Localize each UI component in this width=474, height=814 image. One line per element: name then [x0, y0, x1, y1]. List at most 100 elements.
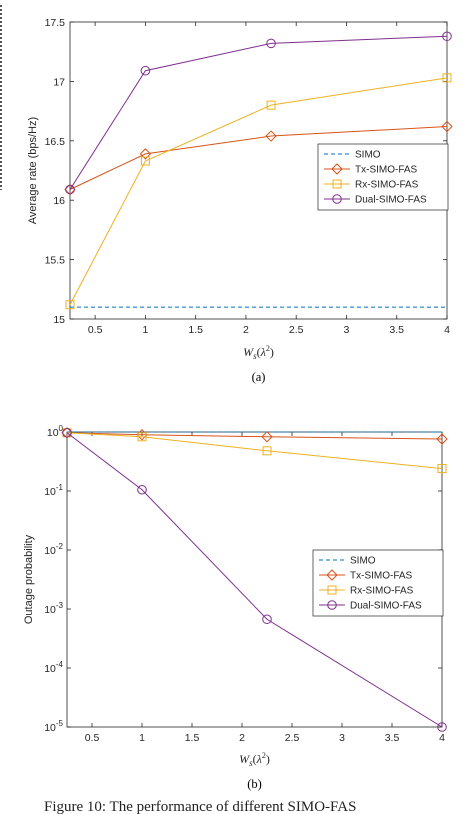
y-tick-label: 10-3 — [44, 601, 63, 616]
x-tick-label: 0.5 — [88, 324, 103, 336]
legend: SIMO Tx-SIMO-FAS Rx-SIMO-FAS Dual-SIMO-FAS — [317, 143, 449, 211]
subfigure-label: (b) — [247, 777, 262, 791]
data-point — [139, 148, 152, 160]
data-point — [140, 65, 151, 76]
x-tick-label: 0.5 — [85, 732, 100, 744]
data-point — [437, 722, 447, 732]
x-tick-label: 3.5 — [389, 324, 404, 336]
data-point — [442, 31, 452, 42]
xlabel-sub: s — [253, 351, 257, 361]
series-line — [66, 432, 443, 728]
legend-entry: Rx-SIMO-FAS — [355, 180, 419, 191]
series-tx-simo-fas — [64, 120, 453, 196]
series-rx-simo-fas — [65, 73, 452, 310]
y-tick-base: 10 — [44, 604, 56, 616]
x-tick-label: 3 — [344, 324, 350, 336]
legend-marker — [327, 600, 337, 610]
y-tick-exp: -5 — [56, 719, 64, 728]
x-tick-label: 2 — [243, 324, 249, 336]
legend-marker — [326, 569, 338, 581]
legend-entry: SIMO — [355, 150, 381, 161]
series-line — [66, 432, 443, 440]
x-tick-label: 4 — [439, 732, 445, 744]
xlabel-sub: s — [249, 758, 253, 768]
y-tick-label: 15 — [53, 314, 65, 326]
y-axis-label: Average rate (bps/Hz) — [27, 117, 39, 224]
x-tick-label: 3.5 — [385, 732, 400, 744]
legend-entry: Dual-SIMO-FAS — [350, 601, 422, 612]
series-dual-simo-fas — [65, 31, 452, 195]
y-tick-base: 10 — [44, 663, 56, 675]
data-point — [137, 484, 147, 495]
y-tick-base: 10 — [44, 722, 56, 734]
xlabel-paren-close: ) — [266, 752, 270, 766]
series-rx-simo-fas — [62, 428, 447, 474]
y-tick-label: 17 — [53, 76, 65, 88]
x-tick-label: 2.5 — [289, 324, 304, 336]
legend-marker — [331, 163, 343, 175]
x-tick-label: 2 — [239, 732, 245, 744]
data-point — [262, 614, 272, 625]
legend-entry: Tx-SIMO-FAS — [355, 165, 418, 176]
data-point — [61, 427, 73, 439]
y-axis-label: Outage probability — [23, 534, 35, 624]
y-tick-label: 100 — [47, 424, 64, 439]
data-point — [65, 184, 75, 195]
x-tick-label: 1 — [139, 732, 145, 744]
y-tick-label: 10-1 — [44, 483, 63, 498]
y-tick-label: 16 — [53, 195, 65, 207]
data-point — [137, 432, 147, 442]
x-tick-label: 2.5 — [285, 732, 300, 744]
legend-marker — [332, 194, 342, 204]
xlabel-sup: 2 — [266, 344, 270, 353]
figure-caption: Figure 10: The performance of different … — [44, 800, 357, 814]
x-tick-label: 4 — [444, 324, 450, 336]
y-tick-exp: 0 — [59, 424, 64, 433]
x-axis-label: Ws(λ2) — [243, 344, 274, 361]
legend-entry: Tx-SIMO-FAS — [350, 571, 413, 582]
y-tick-exp: -2 — [56, 542, 64, 551]
data-point — [442, 73, 452, 83]
x-tick-label: 1 — [142, 324, 148, 336]
xlabel-main: W — [239, 752, 250, 766]
y-tick-base: 10 — [47, 427, 59, 439]
y-tick-exp: -4 — [56, 660, 64, 669]
data-point — [266, 38, 276, 49]
data-point — [64, 183, 76, 196]
y-tick-label: 16.5 — [45, 136, 66, 148]
data-point — [266, 100, 276, 110]
series-line — [69, 126, 448, 190]
xlabel-paren: ( — [257, 345, 261, 359]
x-tick-label: 1.5 — [185, 732, 200, 744]
xlabel-paren: ( — [253, 752, 257, 766]
x-tick-label: 3 — [339, 732, 345, 744]
xlabel-main: W — [243, 345, 254, 359]
subfigure-label: (a) — [252, 370, 266, 384]
y-tick-exp: -3 — [56, 601, 64, 610]
legend-entry: Dual-SIMO-FAS — [355, 195, 427, 206]
series-line — [69, 77, 448, 305]
legend-entry: SIMO — [350, 556, 376, 567]
data-point — [65, 300, 75, 310]
y-tick-label: 10-5 — [44, 719, 63, 734]
xlabel-paren-close: ) — [270, 345, 274, 359]
data-point — [261, 431, 273, 443]
xlabel-sup: 2 — [262, 751, 266, 760]
y-tick-label: 15.5 — [45, 255, 66, 267]
legend-entry: Rx-SIMO-FAS — [350, 586, 414, 597]
y-tick-base: 10 — [44, 486, 56, 498]
legend-marker — [332, 179, 342, 189]
series-line — [69, 35, 448, 190]
data-point — [262, 446, 272, 456]
y-tick-base: 10 — [44, 545, 56, 557]
y-tick-label: 10-2 — [44, 542, 63, 557]
data-point — [265, 130, 277, 142]
panel-b: 0.5 1 1.5 2 2.5 3 3.5 410-510-410-310-210-1100O… — [23, 424, 448, 791]
data-point — [437, 464, 447, 474]
x-axis-label: Ws(λ2) — [239, 751, 270, 768]
series-dual-simo-fas — [62, 427, 447, 732]
panel-a: 0.5 1 1.5 2 2.5 3 3.5 4 15 15.5 16 16.5 17 17.5 Averag… — [27, 17, 453, 384]
x-tick-label: 1.5 — [188, 324, 203, 336]
y-tick-label: 10-4 — [44, 660, 63, 675]
